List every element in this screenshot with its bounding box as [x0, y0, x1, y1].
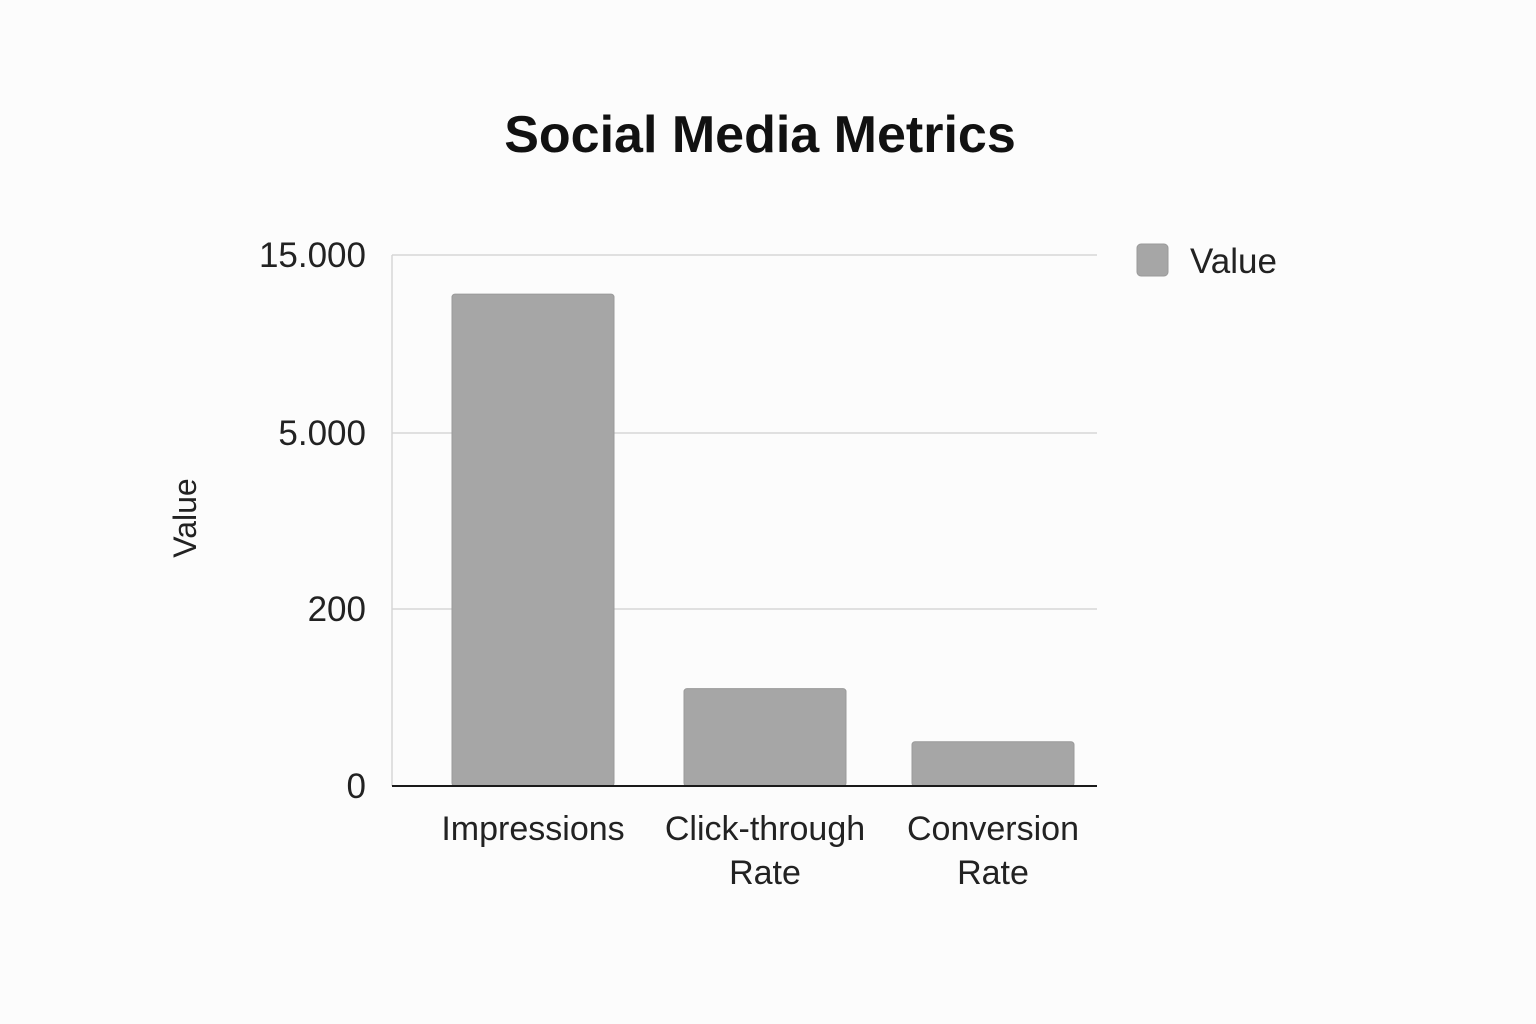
- y-tick-label: 15.000: [259, 236, 366, 275]
- x-category-label: Impressions: [441, 810, 624, 848]
- legend-label: Value: [1190, 242, 1277, 281]
- legend-swatch: [1136, 243, 1169, 277]
- bar-conversion-rate: [911, 741, 1075, 787]
- y-tick-label: 5.000: [278, 414, 366, 453]
- x-category-label: Click-through Rate: [665, 810, 865, 892]
- bar-impressions: [451, 293, 615, 787]
- chart-title: Social Media Metrics: [504, 106, 1016, 164]
- y-tick-label: 200: [308, 590, 366, 629]
- bar-click-through-rate: [683, 688, 847, 787]
- bars: [451, 293, 1075, 787]
- x-category-label: Conversion Rate: [907, 810, 1079, 892]
- y-tick-label: 0: [347, 767, 366, 806]
- y-axis-title: Value: [167, 478, 203, 557]
- y-axis-ticks: 0 200 5.000 15.000: [259, 236, 366, 806]
- legend: Value: [1136, 242, 1277, 281]
- x-axis-categories: Impressions Click-through Rate Conversion Ra…: [441, 810, 1079, 892]
